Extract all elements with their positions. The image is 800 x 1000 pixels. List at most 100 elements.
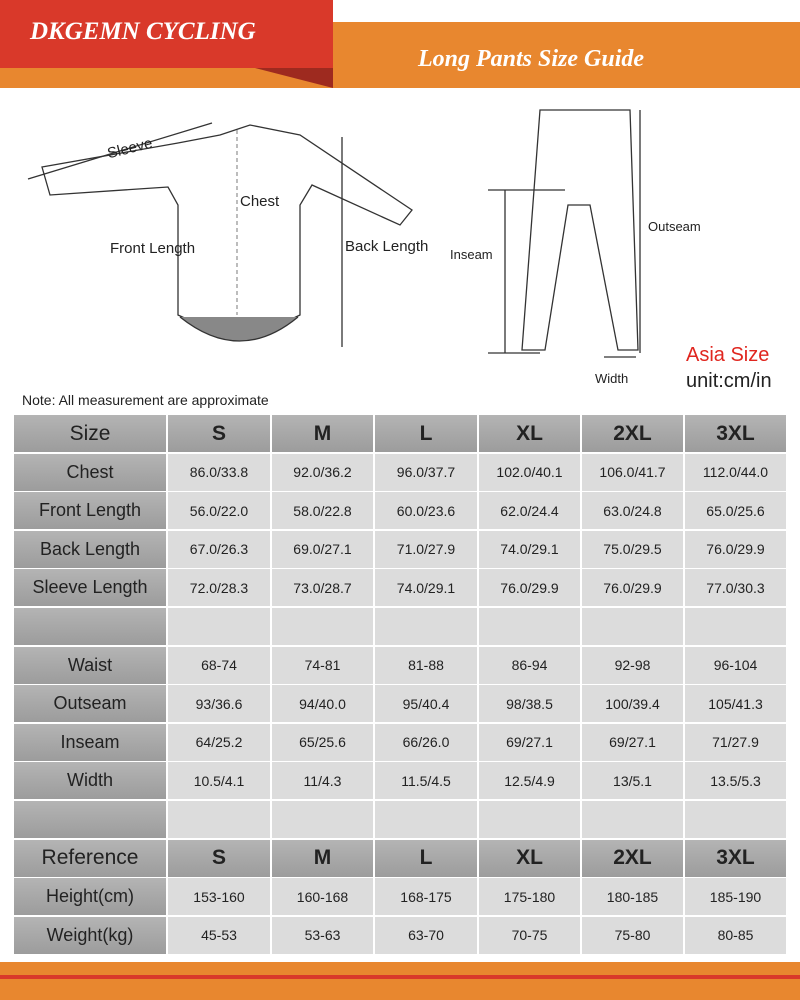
data-cell: 71/27.9: [685, 723, 786, 761]
data-cell: 68-74: [168, 646, 270, 684]
header-cell: 3XL: [685, 415, 786, 452]
data-cell: 64/25.2: [168, 723, 270, 761]
footer-line: [0, 975, 800, 979]
data-cell: 168-175: [375, 878, 477, 916]
data-cell: 100/39.4: [582, 685, 683, 723]
fold: [255, 68, 333, 88]
row-label: Back Length: [14, 530, 166, 568]
data-cell: 153-160: [168, 878, 270, 916]
data-cell: 93/36.6: [168, 685, 270, 723]
header-cell: S: [168, 415, 270, 452]
data-cell: 60.0/23.6: [375, 492, 477, 530]
data-cell: 74.0/29.1: [375, 569, 477, 607]
jersey: [41, 124, 413, 331]
data-cell: 96-104: [685, 646, 786, 684]
data-cell: 96.0/37.7: [375, 453, 477, 491]
sleeve-line: [27, 122, 213, 180]
blank-cell: [685, 801, 786, 838]
data-cell: 92.0/36.2: [272, 453, 373, 491]
label: Width: [595, 371, 629, 386]
data-cell: 56.0/22.0: [168, 492, 270, 530]
header-cell: XL: [479, 415, 580, 452]
data-cell: 86-94: [479, 646, 580, 684]
data-cell: 185-190: [685, 878, 786, 916]
data-cell: 180-185: [582, 878, 683, 916]
data-cell: 67.0/26.3: [168, 530, 270, 568]
header-cell: S: [168, 839, 270, 877]
data-cell: 71.0/27.9: [375, 530, 477, 568]
row-label: Chest: [14, 453, 166, 491]
header-cell: Reference: [14, 839, 166, 877]
data-cell: 73.0/28.7: [272, 569, 373, 607]
data-cell: 95/40.4: [375, 685, 477, 723]
data-cell: 75.0/29.5: [582, 530, 683, 568]
row-label: Waist: [14, 646, 166, 684]
data-cell: 74.0/29.1: [479, 530, 580, 568]
row-label: Height(cm): [14, 878, 166, 916]
data-cell: 76.0/29.9: [479, 569, 580, 607]
blank-cell: [375, 801, 477, 838]
label: Outseam: [648, 219, 701, 234]
data-cell: 69/27.1: [479, 723, 580, 761]
data-cell: 70-75: [479, 916, 580, 954]
blank-cell: [375, 608, 477, 645]
blank-cell: [272, 608, 373, 645]
header-cell: Size: [14, 415, 166, 452]
data-cell: 74-81: [272, 646, 373, 684]
label: Inseam: [450, 247, 493, 262]
blank-cell: [685, 608, 786, 645]
blank-cell: [168, 801, 270, 838]
data-cell: 69/27.1: [582, 723, 683, 761]
title: Long Pants Size Guide: [418, 46, 645, 72]
data-cell: 98/38.5: [479, 685, 580, 723]
data-cell: 76.0/29.9: [685, 530, 786, 568]
data-cell: 92-98: [582, 646, 683, 684]
data-cell: 13/5.1: [582, 762, 683, 800]
data-cell: 65/25.6: [272, 723, 373, 761]
header-cell: M: [272, 839, 373, 877]
data-cell: 175-180: [479, 878, 580, 916]
data-cell: 62.0/24.4: [479, 492, 580, 530]
data-cell: 63-70: [375, 916, 477, 954]
data-cell: 11/4.3: [272, 762, 373, 800]
blank-cell: [272, 801, 373, 838]
data-cell: 12.5/4.9: [479, 762, 580, 800]
row-label: Outseam: [14, 685, 166, 723]
brand-band: [0, 0, 333, 68]
data-cell: 11.5/4.5: [375, 762, 477, 800]
header-cell: XL: [479, 839, 580, 877]
blank-cell: [479, 608, 580, 645]
data-cell: 10.5/4.1: [168, 762, 270, 800]
label: Back Length: [345, 238, 429, 255]
data-cell: 106.0/41.7: [582, 453, 683, 491]
blank-cell: [582, 608, 683, 645]
data-cell: 86.0/33.8: [168, 453, 270, 491]
data-cell: 69.0/27.1: [272, 530, 373, 568]
data-cell: 112.0/44.0: [685, 453, 786, 491]
data-cell: 63.0/24.8: [582, 492, 683, 530]
row-label: Width: [14, 762, 166, 800]
data-cell: 80-85: [685, 916, 786, 954]
blank-cell: [168, 608, 270, 645]
header-cell: 2XL: [582, 415, 683, 452]
footer-band: [0, 962, 800, 1000]
data-cell: 45-53: [168, 916, 270, 954]
jersey-hem: [179, 316, 299, 342]
diagram: [27, 109, 641, 358]
blank-cell: [14, 801, 166, 838]
unit: unit:cm/in: [686, 370, 772, 392]
data-cell: 53-63: [272, 916, 373, 954]
header-cell: L: [375, 415, 477, 452]
data-cell: 81-88: [375, 646, 477, 684]
region: Asia Size: [686, 344, 770, 366]
header-cell: 2XL: [582, 839, 683, 877]
data-cell: 13.5/5.3: [685, 762, 786, 800]
row-label: Weight(kg): [14, 916, 166, 954]
data-cell: 76.0/29.9: [582, 569, 683, 607]
blank-cell: [582, 801, 683, 838]
row-label: Sleeve Length: [14, 569, 166, 607]
label: Chest: [240, 193, 280, 210]
data-cell: 160-168: [272, 878, 373, 916]
blank-cell: [14, 608, 166, 645]
